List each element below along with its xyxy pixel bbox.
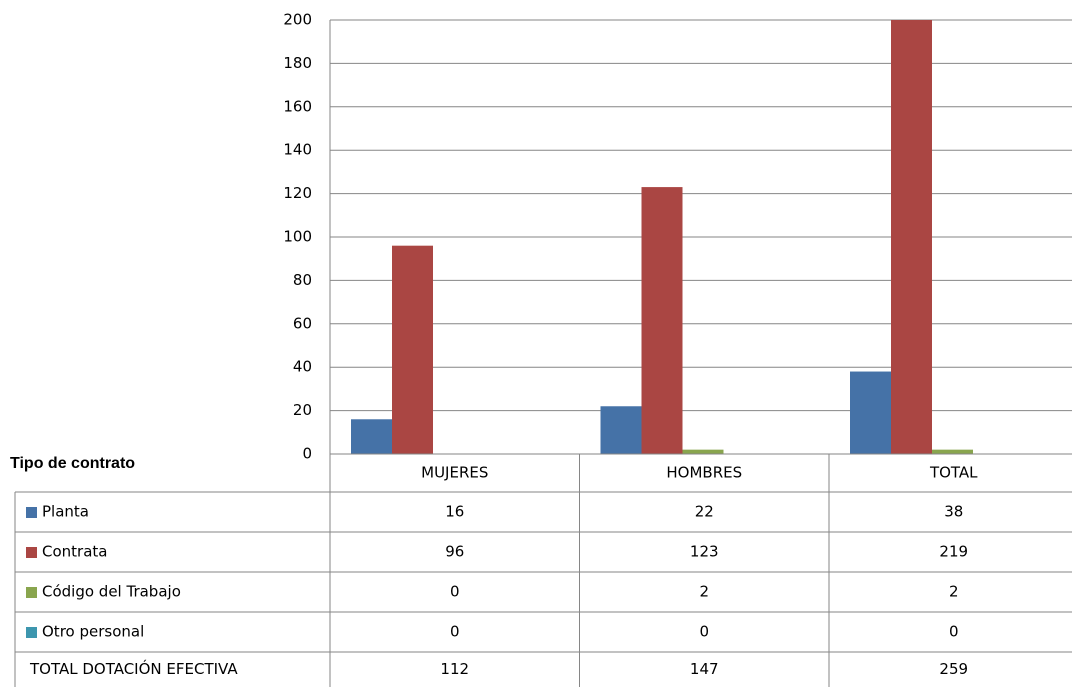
y-tick-label: 40	[293, 358, 312, 376]
table-cell: 96	[445, 543, 464, 561]
y-tick-label: 160	[283, 97, 312, 115]
table-cell: 259	[939, 660, 968, 678]
bar	[932, 449, 973, 454]
table-cell: 0	[450, 583, 460, 601]
bar	[351, 419, 392, 454]
bar	[600, 406, 642, 454]
table-cell: 123	[690, 543, 719, 561]
table-cell: 0	[450, 623, 460, 641]
legend-label: Otro personal	[42, 623, 144, 641]
table-cell: 112	[440, 660, 469, 678]
table-cell: 22	[695, 503, 714, 521]
y-tick-label: 60	[293, 314, 312, 332]
table-title: Tipo de contrato	[10, 455, 135, 472]
legend-key	[26, 507, 37, 518]
y-tick-label: 180	[283, 54, 312, 72]
table-cell: 38	[944, 503, 963, 521]
y-tick-label: 0	[302, 445, 312, 463]
column-header: HOMBRES	[666, 464, 742, 482]
legend-label: Código del Trabajo	[42, 583, 181, 601]
legend-key	[26, 587, 37, 598]
bar	[891, 20, 932, 454]
y-tick-label: 200	[283, 11, 312, 29]
column-header: MUJERES	[421, 464, 488, 482]
column-header: TOTAL	[929, 464, 978, 482]
table-cell: 147	[690, 660, 719, 678]
y-tick-label: 120	[283, 184, 312, 202]
legend-label: Contrata	[42, 543, 107, 561]
bar	[392, 245, 433, 454]
bar	[850, 371, 891, 454]
y-tick-label: 140	[283, 141, 312, 159]
bar	[641, 187, 683, 454]
y-tick-label: 20	[293, 401, 312, 419]
bar	[682, 449, 724, 454]
y-tick-label: 80	[293, 271, 312, 289]
total-label: TOTAL DOTACIÓN EFECTIVA	[29, 659, 238, 678]
table-cell: 0	[949, 623, 959, 641]
plot-area	[351, 20, 973, 454]
table-cell: 2	[699, 583, 709, 601]
table-cell: 16	[445, 503, 464, 521]
table-cell: 219	[939, 543, 968, 561]
y-tick-label: 100	[283, 228, 312, 246]
table-cell: 2	[949, 583, 959, 601]
table-cell: 0	[699, 623, 709, 641]
legend-key	[26, 627, 37, 638]
legend-label: Planta	[42, 503, 89, 521]
legend-key	[26, 547, 37, 558]
